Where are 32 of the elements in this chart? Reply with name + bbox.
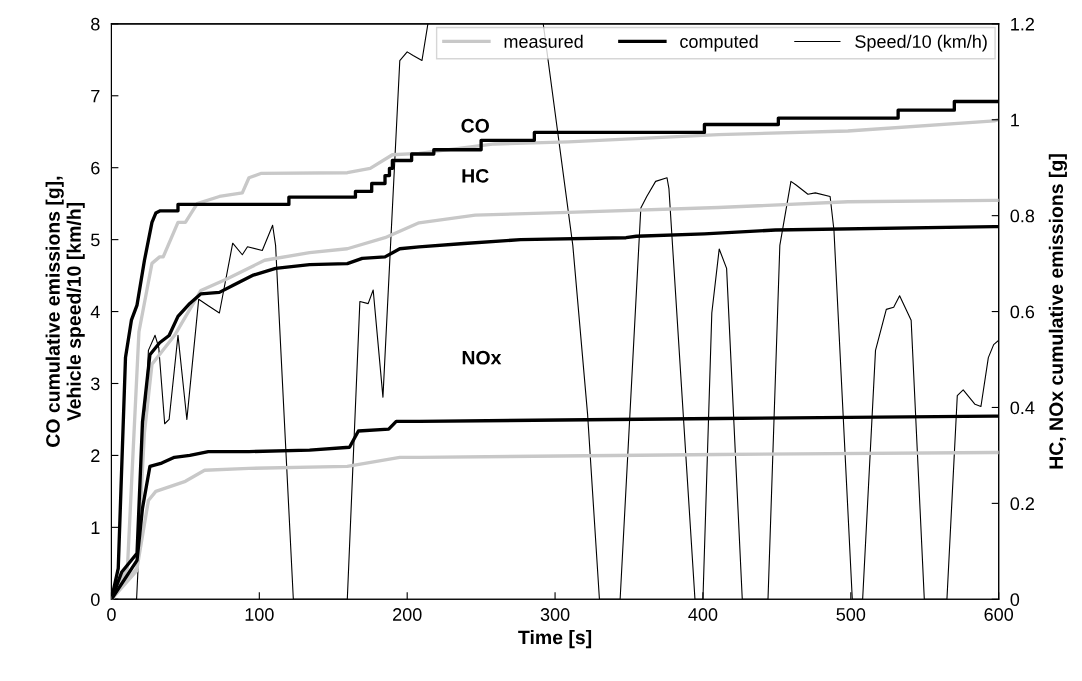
x-tick-label: 300 [540, 608, 570, 621]
x-tick-label: 0 [107, 608, 116, 621]
y-tick-label: 4 [90, 305, 100, 319]
y2-tick-label: 0 [1010, 593, 1020, 606]
x-tick-label: 600 [984, 608, 1014, 621]
y2-tick-label: 0.8 [1010, 209, 1035, 223]
y-tick-label: 0 [91, 593, 100, 606]
x-tick-label: 500 [836, 608, 866, 621]
y-tick-label: 3 [90, 377, 100, 391]
y-tick-label: 1 [91, 521, 100, 534]
y-tick-label: 5 [91, 233, 100, 247]
y2-axis-title: HC, NOx cumulative emissions [g] [1048, 154, 1067, 469]
y-tick-label: 8 [91, 17, 100, 31]
x-axis-title: Time [s] [518, 630, 592, 649]
y2-tick-label: 0.6 [1010, 305, 1035, 319]
annotation: NOx [462, 350, 502, 365]
x-tick-label: 400 [688, 608, 718, 621]
y-axis-title: CO cumulative emissions [g], Vehicle speed/10 [km/h] [45, 176, 85, 447]
y2-tick-label: 1 [1011, 113, 1019, 127]
y-tick-label: 7 [91, 89, 100, 103]
annotation: HC [462, 168, 489, 183]
y2-tick-label: 1.2 [1011, 17, 1034, 31]
y2-tick-label: 0.2 [1010, 497, 1034, 511]
legend-label: Speed/10 (km/h) [855, 34, 987, 52]
x-tick-label: 100 [245, 608, 274, 621]
legend-label: computed [680, 34, 758, 52]
y-tick-label: 2 [91, 449, 100, 462]
legend-label: measured [504, 34, 583, 48]
annotation: CO [461, 118, 489, 133]
y-tick-label: 6 [91, 161, 100, 175]
x-tick-label: 200 [393, 608, 422, 621]
y2-tick-label: 0.4 [1010, 401, 1035, 415]
